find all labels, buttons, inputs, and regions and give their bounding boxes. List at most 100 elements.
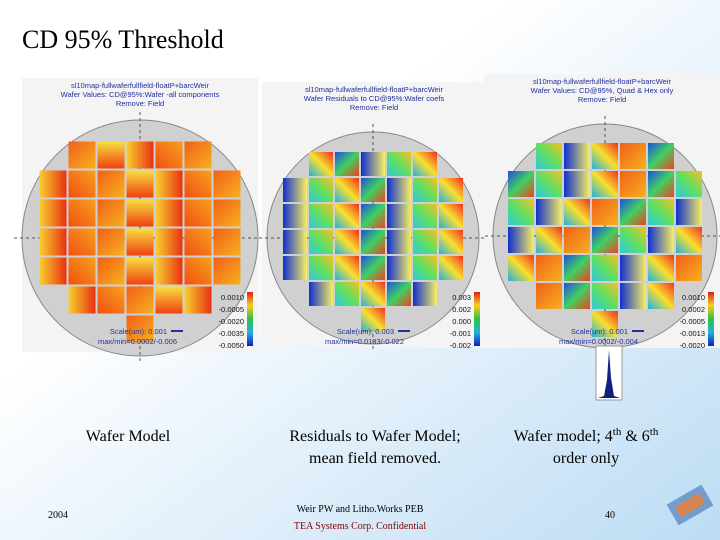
field	[620, 255, 646, 281]
field	[536, 227, 562, 253]
footer-confidential: TEA Systems Corp. Confidential	[294, 521, 426, 532]
field	[97, 199, 125, 227]
field	[648, 171, 674, 197]
field	[184, 170, 212, 198]
field	[648, 227, 674, 253]
field	[413, 282, 437, 306]
field	[361, 308, 385, 332]
field	[39, 199, 67, 227]
field	[184, 286, 212, 314]
field	[126, 199, 154, 227]
field	[155, 199, 183, 227]
field	[213, 170, 241, 198]
field	[213, 257, 241, 285]
field	[361, 230, 385, 254]
scale-label: Scale(um): 0.001	[110, 327, 167, 336]
field	[361, 152, 385, 176]
field	[126, 257, 154, 285]
field	[648, 255, 674, 281]
field	[508, 227, 534, 253]
field	[155, 170, 183, 198]
field	[648, 199, 674, 225]
field	[648, 143, 674, 169]
field	[184, 228, 212, 256]
field	[439, 256, 463, 280]
field	[335, 256, 359, 280]
caption: Residuals to Wafer Model;	[289, 428, 460, 445]
colorbar-label: 0.0010	[221, 293, 244, 302]
colorbar	[474, 292, 480, 346]
panels: sl10map-fullwaferfullfield-floatP+barcWe…	[14, 74, 720, 467]
field	[592, 227, 618, 253]
caption: mean field removed.	[309, 450, 441, 467]
colorbar-label: -0.0005	[219, 305, 244, 314]
colorbar-label: -0.0020	[219, 317, 244, 326]
colorbar-label: -0.0005	[680, 317, 705, 326]
field	[97, 141, 125, 169]
field	[592, 311, 618, 337]
field	[387, 204, 411, 228]
field	[155, 257, 183, 285]
map-header: Remove: Field	[578, 95, 626, 104]
field	[413, 152, 437, 176]
map-header: Remove: Field	[116, 99, 164, 108]
colorbar-label: 0.000	[452, 317, 471, 326]
caption-part: Wafer model; 4	[514, 428, 613, 445]
colorbar-label: 0.0002	[682, 305, 705, 314]
field	[536, 171, 562, 197]
caption-part: & 6	[621, 428, 649, 445]
map-header: sl10map-fullwaferfullfield-floatP+barcWe…	[71, 81, 210, 90]
field	[439, 230, 463, 254]
wafer-panel: sl10map-fullwaferfullfield-floatP+barcWe…	[14, 78, 266, 364]
field	[592, 199, 618, 225]
field	[97, 257, 125, 285]
colorbar-label: -0.002	[450, 341, 471, 350]
field	[536, 255, 562, 281]
field	[184, 199, 212, 227]
field	[68, 257, 96, 285]
field	[413, 178, 437, 202]
field	[126, 286, 154, 314]
field	[387, 256, 411, 280]
logo	[666, 484, 714, 526]
colorbar	[247, 292, 253, 346]
maxmin-label: max/min=0.0002/-0.004	[559, 337, 638, 346]
colorbar-label: -0.0035	[219, 329, 244, 338]
field	[564, 143, 590, 169]
maxmin-label: max/min=0.0002/-0.006	[98, 337, 177, 346]
slide-title: CD 95% Threshold	[22, 25, 224, 54]
map-header: Remove: Field	[350, 103, 398, 112]
field	[508, 255, 534, 281]
field	[413, 256, 437, 280]
field	[68, 141, 96, 169]
field	[592, 255, 618, 281]
field	[68, 228, 96, 256]
field	[213, 228, 241, 256]
field	[536, 283, 562, 309]
field	[592, 143, 618, 169]
field	[564, 171, 590, 197]
field	[361, 204, 385, 228]
maxmin-label: max/min=0.0133/-0.022	[325, 337, 404, 346]
field	[536, 199, 562, 225]
caption-sup: th	[650, 426, 659, 438]
field	[620, 171, 646, 197]
page-number: 40	[605, 510, 615, 521]
field	[184, 257, 212, 285]
field	[361, 256, 385, 280]
field	[676, 227, 702, 253]
footer-date: 2004	[48, 510, 68, 521]
field	[620, 227, 646, 253]
field	[184, 141, 212, 169]
caption: Wafer Model	[86, 428, 171, 445]
field	[39, 170, 67, 198]
field	[335, 152, 359, 176]
scale-label: Scale(um): 0.003	[337, 327, 394, 336]
field	[387, 230, 411, 254]
wafer-panel: sl10map-fullwaferfullfield-floatP+barcWe…	[484, 74, 720, 356]
field	[39, 228, 67, 256]
field	[387, 282, 411, 306]
field	[335, 230, 359, 254]
caption: Wafer model; 4th & 6th	[514, 426, 659, 445]
field	[536, 143, 562, 169]
